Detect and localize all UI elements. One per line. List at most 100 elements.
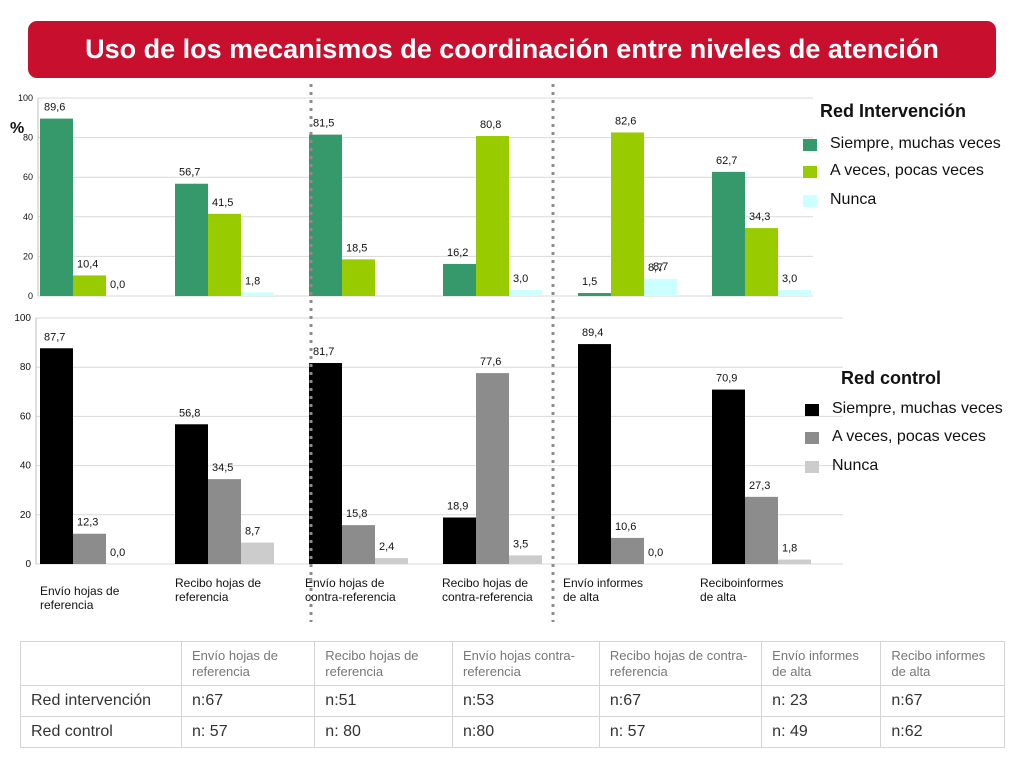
legend-title-control: Red control — [841, 368, 942, 388]
bar — [208, 213, 241, 296]
y-tick-label: 20 — [20, 510, 32, 521]
y-tick-label: 0 — [28, 291, 33, 301]
category-label: Envío hojas de referencia — [40, 584, 120, 612]
y-axis-label: % — [10, 120, 24, 137]
category-label: Recibo hojas de referencia — [175, 576, 262, 604]
bar — [175, 424, 208, 564]
data-label: 80,8 — [480, 119, 501, 131]
y-tick-label: 20 — [23, 251, 33, 261]
data-label: 56,8 — [179, 407, 200, 419]
data-label: 18,9 — [447, 501, 468, 513]
table-cell: n:53 — [451, 685, 600, 717]
bar — [712, 389, 745, 564]
legend-title-intervencion: Red Intervención — [820, 101, 967, 121]
data-label: 3,5 — [513, 538, 528, 550]
data-label: 3,0 — [782, 273, 797, 285]
bar — [175, 183, 208, 296]
table-header-row: Envío hojas de referencia Recibo hojas d… — [20, 641, 1005, 686]
bar — [241, 292, 274, 296]
data-label: 18,5 — [346, 242, 367, 254]
y-tick-label: 80 — [20, 362, 32, 373]
data-label: 3,0 — [513, 273, 528, 285]
y-tick-label: 40 — [23, 212, 33, 222]
table-header-cell: Recibo hojas de referencia — [314, 641, 453, 686]
bar — [73, 275, 106, 296]
data-label: 1,8 — [782, 543, 797, 555]
table-header-cell: Envío hojas contra-referencia — [451, 641, 600, 686]
data-label: 10,6 — [615, 521, 636, 533]
data-label: 15,8 — [346, 508, 367, 520]
page-title: Uso de los mecanismos de coordinación en… — [85, 34, 939, 64]
bar — [611, 132, 644, 296]
bar — [309, 363, 342, 564]
bar — [342, 525, 375, 564]
data-label: 8,7 — [245, 526, 260, 538]
sample-size-table: Envío hojas de referencia Recibo hojas d… — [20, 641, 1005, 748]
bar — [476, 373, 509, 564]
table-row: Red intervención n:67 n:51 n:53 n:67 n: … — [20, 685, 1005, 717]
legend-swatch — [803, 166, 817, 178]
bar — [309, 134, 342, 296]
y-tick-label: 0 — [25, 559, 31, 570]
category-label: Reciboinformes de alta — [700, 576, 784, 604]
table-header-cell: Recibo hojas de contra-referencia — [598, 641, 763, 686]
bar — [578, 344, 611, 564]
bar — [644, 278, 677, 296]
data-label: 0,0 — [110, 279, 125, 291]
data-label: 77,6 — [480, 356, 501, 368]
y-tick-label: 100 — [14, 313, 31, 324]
table-cell: n:67 — [880, 685, 1005, 717]
bar — [611, 537, 644, 564]
table-cell: n: 57 — [598, 716, 763, 748]
table-cell: n: 80 — [314, 716, 453, 748]
data-label: 41,5 — [212, 197, 233, 209]
data-label: 16,2 — [447, 247, 468, 259]
table-cell: n:67 — [180, 685, 316, 717]
data-label: 1,8 — [245, 275, 260, 287]
table-cell: n: 57 — [180, 716, 316, 748]
bar — [578, 293, 611, 296]
data-label: 8,7 — [653, 261, 668, 273]
bar — [443, 263, 476, 296]
table-header-cell: Recibo informes de alta — [880, 641, 1005, 686]
data-label: 0,0 — [648, 547, 663, 559]
table-cell: n:67 — [598, 685, 763, 717]
bar — [40, 118, 73, 296]
data-label: 1,5 — [582, 276, 597, 288]
data-label: 81,5 — [313, 118, 334, 130]
data-label: 70,9 — [716, 373, 737, 385]
bar — [509, 555, 542, 564]
category-label: Recibo hojas de contra-referencia — [442, 576, 533, 604]
table-header-cell: Envío hojas de referencia — [180, 641, 316, 686]
bar — [73, 533, 106, 564]
legend-swatch — [803, 139, 817, 151]
title-banner: Uso de los mecanismos de coordinación en… — [28, 21, 996, 78]
data-label: 0,0 — [110, 547, 125, 559]
bar — [342, 259, 375, 296]
bar — [745, 496, 778, 564]
charts-canvas: 0 20 40 60 80 100 89,6 56,7 81,5 16,2 1,5 62,7 10,4 4… — [10, 84, 843, 622]
legend-swatch — [805, 404, 819, 416]
category-label: Envío hojas de contra-referencia — [305, 576, 396, 604]
data-label: 12,3 — [77, 517, 98, 529]
bar — [40, 348, 73, 564]
data-label: 87,7 — [44, 331, 65, 343]
table-cell: n:80 — [451, 716, 600, 748]
bar — [509, 290, 542, 296]
data-label: 62,7 — [716, 155, 737, 167]
y-tick-label: 60 — [23, 172, 33, 182]
bar — [375, 558, 408, 564]
category-label: Envío informes de alta — [563, 576, 644, 604]
table-cell: n: 23 — [761, 685, 882, 717]
data-label: 89,6 — [44, 102, 65, 114]
bar — [208, 479, 241, 564]
bar — [778, 290, 811, 296]
table-row: Red control n: 57 n: 80 n:80 n: 57 n: 49… — [20, 716, 1005, 748]
data-label: 81,7 — [313, 346, 334, 358]
data-label: 89,4 — [582, 327, 603, 339]
data-label: 56,7 — [179, 167, 200, 179]
table-cell: n:51 — [314, 685, 453, 717]
bar — [476, 136, 509, 296]
y-tick-label: 100 — [18, 93, 33, 103]
data-label: 8,7 — [648, 262, 663, 274]
